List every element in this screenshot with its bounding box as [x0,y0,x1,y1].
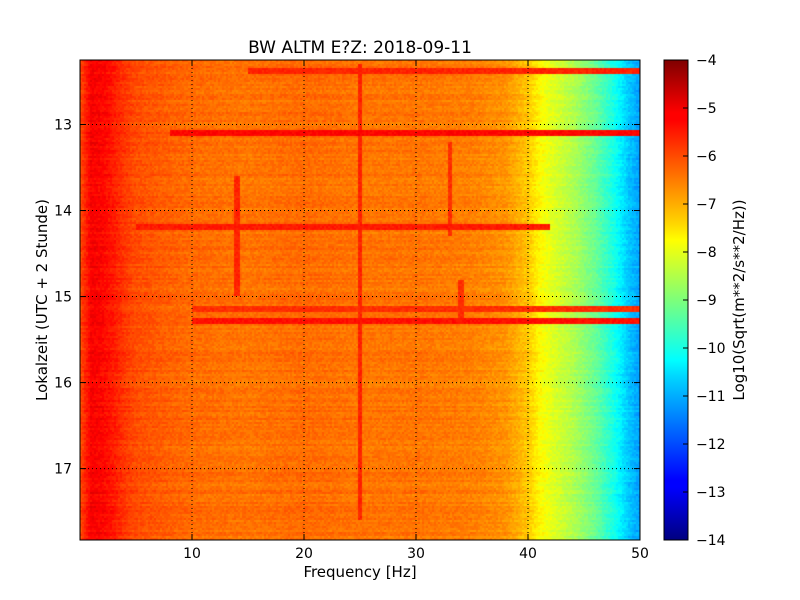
plot-area [79,59,641,541]
colorbar-tick-label: −11 [696,389,726,405]
colorbar-tick-label: −10 [696,341,726,357]
plot-frame [79,59,641,541]
y-tick-label: 13 [54,118,72,134]
x-axis-label: Frequency [Hz] [303,563,416,581]
grid-lines [80,60,640,540]
colorbar-tick-label: −6 [696,149,717,165]
colorbar-tick-label: −7 [696,197,717,213]
colorbar-ticks: −4 −5 −6 −7 −8 −9 −10 −11 −12 −13 −14 [683,53,726,549]
y-tick-label: 15 [54,290,72,306]
y-tick-label: 17 [54,462,72,478]
x-tick-label: 10 [183,546,201,562]
x-tick-label: 30 [407,546,425,562]
colorbar-tick-label: −12 [696,437,726,453]
colorbar-tick-label: −8 [696,245,717,261]
y-tick-label: 16 [54,376,72,392]
colorbar-tick-label: −14 [696,533,726,549]
colorbar-tick-label: −9 [696,293,717,309]
colorbar-tick-label: −5 [696,101,717,117]
y-tick-label: 14 [54,204,72,220]
x-tick-label: 50 [631,546,649,562]
x-tick-label: 20 [295,546,313,562]
chart-title: BW ALTM E?Z: 2018-09-11 [248,38,472,58]
x-tick-label: 40 [519,546,537,562]
colorbar-tick-label: −13 [696,485,726,501]
colorbar: −4 −5 −6 −7 −8 −9 −10 −11 −12 −13 −14 Log10(Sqrt(m… [663,53,748,549]
x-axis: 10 20 30 40 50 [183,60,649,562]
y-axis: 13 14 15 16 17 [54,118,640,478]
colorbar-tick-label: −4 [696,53,717,69]
colorbar-label: Log10(Sqrt(m**2/s**2/Hz)) [730,199,748,400]
spectrogram-heatmap [80,60,640,540]
y-axis-label: Lokalzeit (UTC + 2 Stunde) [33,199,51,401]
